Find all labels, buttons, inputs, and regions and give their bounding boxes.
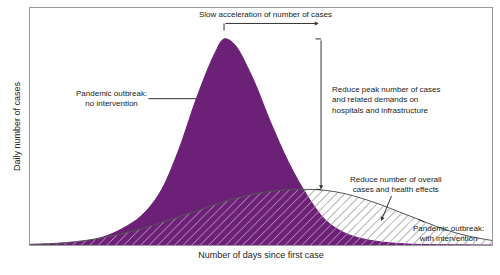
svg-text:Reduce peak number of casesand: Reduce peak number of casesand related d… [332, 85, 441, 115]
svg-text:Slow acceleration of number of: Slow acceleration of number of cases [199, 10, 332, 19]
svg-text:Pandemic outbreak:no intervent: Pandemic outbreak:no intervention [76, 89, 147, 108]
svg-text:Pandemic outbreak:with interve: Pandemic outbreak:with intervention [413, 224, 484, 243]
svg-text:Reduce number of overallcases: Reduce number of overallcases and health… [350, 175, 442, 194]
svg-text:Daily number of cases: Daily number of cases [12, 81, 22, 171]
svg-text:Number of days since first cas: Number of days since first case [198, 250, 324, 260]
